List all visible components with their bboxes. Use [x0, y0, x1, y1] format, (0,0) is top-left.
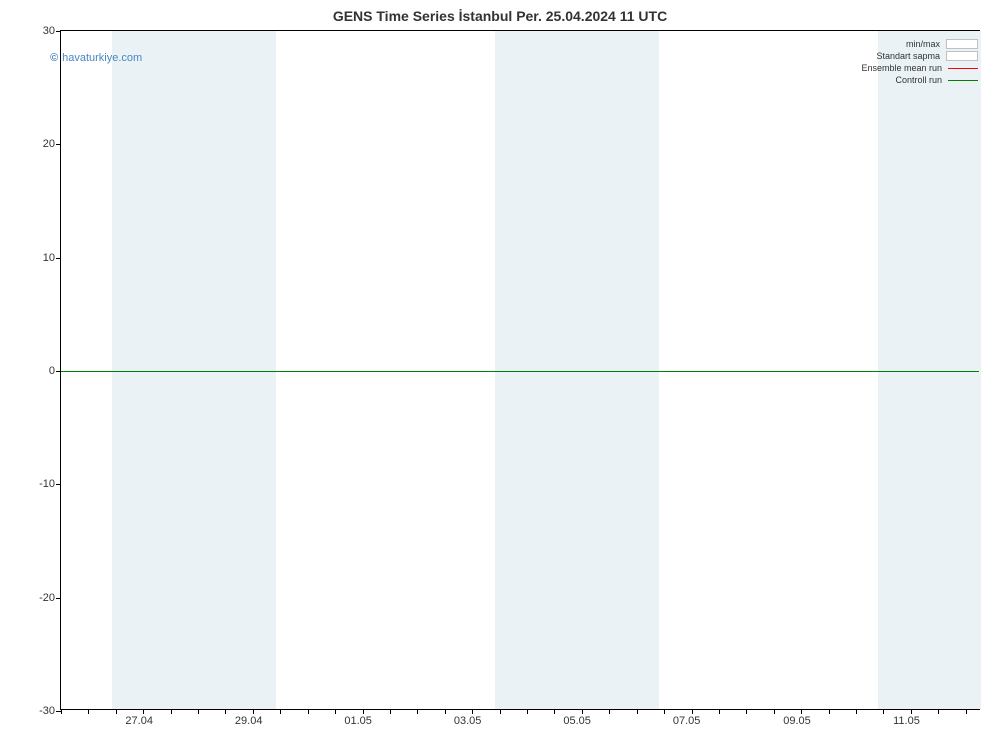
- y-tick-label: 30: [43, 25, 55, 37]
- x-tick-label: 07.05: [673, 715, 701, 727]
- x-tick-mark: [116, 709, 117, 714]
- y-tick-mark: [56, 598, 61, 599]
- x-tick-mark: [198, 709, 199, 714]
- y-tick-label: 10: [43, 252, 55, 264]
- x-tick-mark: [472, 709, 473, 714]
- x-tick-label: 09.05: [783, 715, 811, 727]
- x-tick-mark: [582, 709, 583, 714]
- x-tick-mark: [719, 709, 720, 714]
- legend-item: Standart sapma: [861, 50, 978, 62]
- x-tick-mark: [445, 709, 446, 714]
- legend: min/max Standart sapma Ensemble mean run Co…: [861, 38, 978, 86]
- x-tick-mark: [61, 709, 62, 714]
- x-tick-label: 29.04: [235, 715, 263, 727]
- title-left: GENS Time Series İstanbul: [333, 8, 512, 24]
- y-tick-label: -20: [39, 592, 55, 604]
- x-tick-mark: [554, 709, 555, 714]
- weekend-shade-band: [605, 31, 659, 709]
- x-tick-mark: [88, 709, 89, 714]
- x-tick-mark: [609, 709, 610, 714]
- controll-run-line: [61, 371, 979, 372]
- x-tick-label: 27.04: [125, 715, 153, 727]
- x-tick-mark: [966, 709, 967, 714]
- x-tick-mark: [883, 709, 884, 714]
- weekend-shade-band: [495, 31, 604, 709]
- x-tick-label: 03.05: [454, 715, 482, 727]
- x-tick-mark: [829, 709, 830, 714]
- weekend-shade-band: [112, 31, 222, 709]
- legend-label: Controll run: [895, 75, 942, 85]
- x-tick-label: 11.05: [893, 715, 920, 727]
- weekend-shade-band: [878, 31, 981, 709]
- x-tick-label: 01.05: [344, 715, 372, 727]
- y-tick-mark: [56, 484, 61, 485]
- y-tick-label: 0: [49, 365, 55, 377]
- chart-title: GENS Time Series İstanbul Per. 25.04.202…: [0, 8, 1000, 24]
- x-tick-mark: [527, 709, 528, 714]
- x-tick-mark: [938, 709, 939, 714]
- x-tick-mark: [335, 709, 336, 714]
- x-tick-mark: [225, 709, 226, 714]
- legend-item: Ensemble mean run: [861, 62, 978, 74]
- y-tick-mark: [56, 258, 61, 259]
- x-tick-mark: [746, 709, 747, 714]
- x-tick-mark: [308, 709, 309, 714]
- x-tick-mark: [664, 709, 665, 714]
- legend-swatch: [948, 68, 978, 69]
- title-right: Per. 25.04.2024 11 UTC: [516, 8, 667, 24]
- y-tick-label: -10: [39, 478, 55, 490]
- x-tick-mark: [417, 709, 418, 714]
- x-tick-mark: [143, 709, 144, 714]
- x-tick-mark: [390, 709, 391, 714]
- x-tick-label: 05.05: [563, 715, 591, 727]
- x-tick-mark: [774, 709, 775, 714]
- legend-item: Controll run: [861, 74, 978, 86]
- x-tick-mark: [856, 709, 857, 714]
- y-tick-label: -30: [39, 705, 55, 717]
- watermark: © havaturkiye.com: [50, 52, 142, 64]
- watermark-text: havaturkiye.com: [62, 52, 142, 64]
- legend-swatch: [948, 80, 978, 81]
- x-tick-mark: [801, 709, 802, 714]
- x-tick-mark: [253, 709, 254, 714]
- legend-swatch: [946, 51, 978, 61]
- x-tick-mark: [363, 709, 364, 714]
- x-tick-mark: [911, 709, 912, 714]
- chart-container: GENS Time Series İstanbul Per. 25.04.202…: [0, 0, 1000, 733]
- x-tick-mark: [171, 709, 172, 714]
- copyright-icon: ©: [50, 52, 58, 64]
- legend-label: min/max: [906, 39, 940, 49]
- x-tick-mark: [280, 709, 281, 714]
- x-tick-mark: [692, 709, 693, 714]
- y-tick-mark: [56, 31, 61, 32]
- weekend-shade-band: [222, 31, 276, 709]
- x-tick-mark: [637, 709, 638, 714]
- y-tick-label: 20: [43, 138, 55, 150]
- legend-item: min/max: [861, 38, 978, 50]
- legend-label: Standart sapma: [876, 51, 940, 61]
- legend-label: Ensemble mean run: [861, 63, 942, 73]
- plot-area: -30-20-10010203027.0429.0401.0503.0505.0…: [60, 30, 980, 710]
- x-tick-mark: [500, 709, 501, 714]
- legend-swatch: [946, 39, 978, 49]
- y-tick-mark: [56, 144, 61, 145]
